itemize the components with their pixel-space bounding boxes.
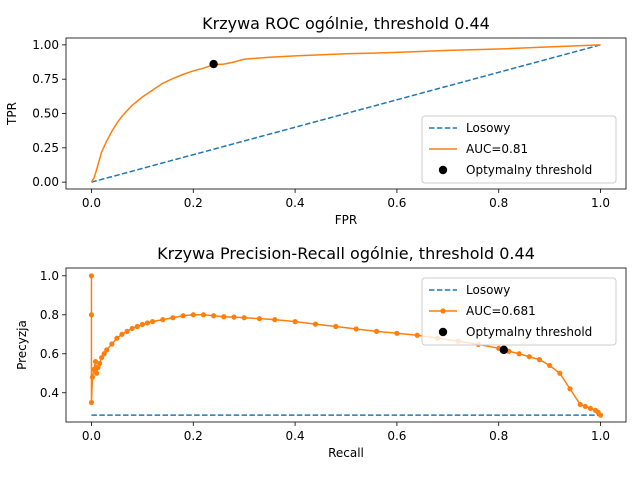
chart1-series-1-point-25	[200, 312, 207, 318]
chart1-series-1-point-21	[160, 317, 166, 323]
chart1-series-1-point-17	[134, 323, 140, 330]
chart1-series-1-point-46	[536, 357, 543, 363]
chart0-x-tick-label-5: 1.0	[591, 196, 610, 210]
chart0-title: Krzywa ROC ogólnie, threshold 0.44	[202, 14, 490, 33]
chart1-series-1-point-50	[577, 401, 583, 408]
chart1-series-1-point-31	[272, 317, 278, 323]
chart1-series-1-point-24	[190, 312, 196, 318]
chart0-x-tick-label-0: 0.0	[82, 196, 101, 210]
chart1-x-tick-label-2: 0.4	[286, 429, 305, 443]
chart0-x-tick-label-3: 0.6	[387, 196, 406, 210]
chart1-series-1-point-15	[124, 328, 130, 334]
chart0-legend-box	[421, 115, 617, 184]
chart1-series-1-point-20	[149, 319, 156, 325]
chart1-series-1-point-6	[93, 370, 100, 376]
chart1-legend-label-0: Losowy	[466, 283, 510, 297]
chart1-y-tick-label-1: 0.6	[40, 347, 59, 361]
chart1-series-1-point-44	[516, 351, 522, 357]
chart1-series-1-point-45	[526, 354, 532, 360]
chart1-series-1-point-9	[99, 355, 105, 361]
chart0-y-axis-label: TPR	[5, 102, 19, 126]
chart1-series-1-point-27	[221, 314, 227, 320]
chart1-series-1-point-28	[231, 314, 237, 320]
chart1-y-tick-label-2: 0.8	[40, 308, 59, 322]
chart1-series-1-point-23	[180, 313, 186, 319]
chart1-x-tick-label-0: 0.0	[82, 429, 101, 443]
chart1-series-1-point-55	[597, 412, 604, 418]
chart1-series-1-point-26	[211, 313, 217, 319]
chart1-series-1-point-13	[114, 335, 120, 341]
chart0-legend-label-threshold: Optymalny threshold	[466, 163, 592, 177]
chart1-legend-threshold-marker	[438, 327, 448, 337]
chart0-series-1-line	[90, 44, 601, 183]
chart1-series-1-point-33	[312, 321, 319, 327]
chart1-series-1-point-18	[139, 321, 145, 328]
chart1-series-1-point-32	[292, 319, 298, 325]
chart1-series-1-point-8	[97, 360, 103, 367]
chart0-x-tick-label-4: 0.8	[489, 196, 508, 210]
chart1-legend-box	[421, 277, 617, 346]
chart1-legend-marker-1	[440, 308, 446, 314]
chart0-optimal-threshold-marker	[209, 59, 218, 69]
chart1-series-1-point-16	[129, 325, 135, 332]
chart1-series-1-point-14	[119, 331, 125, 337]
chart1-legend-label-1: AUC=0.681	[466, 304, 536, 318]
chart1-x-axis-label: Recall	[328, 446, 364, 460]
chart1-series-1-point-35	[353, 326, 359, 332]
chart1-y-axis-label: Precyzja	[15, 320, 29, 370]
chart1-series-1-point-3	[89, 374, 96, 380]
chart1-series-1-point-4	[91, 366, 97, 372]
chart1-series-1-point-12	[109, 341, 115, 347]
chart1-series-1-point-19	[144, 320, 151, 326]
chart1-series-1-point-11	[104, 347, 110, 353]
chart1-series-1-point-0	[88, 273, 95, 279]
chart1-series-1-point-48	[557, 370, 563, 376]
chart1-x-tick-label-4: 0.8	[489, 429, 508, 443]
chart1-series-1-point-36	[373, 328, 380, 334]
chart1-series-1-point-34	[333, 323, 339, 330]
chart1-x-tick-label-1: 0.2	[184, 429, 203, 443]
chart0-legend-label-0: Losowy	[466, 121, 510, 135]
chart0-x-tick-label-2: 0.4	[286, 196, 305, 210]
chart1-series-1-point-37	[394, 330, 400, 336]
chart1-title: Krzywa Precision-Recall ogólnie, thresho…	[157, 244, 535, 263]
chart0-y-tick-label-2: 0.50	[32, 107, 59, 121]
chart0-y-tick-label-0: 0.00	[32, 175, 59, 189]
chart1-x-tick-label-3: 0.6	[387, 429, 406, 443]
chart0-y-tick-label-3: 0.75	[32, 72, 59, 86]
chart1-series-1-point-22	[170, 315, 176, 321]
chart0-y-tick-label-1: 0.25	[32, 141, 59, 155]
chart0-y-tick-label-4: 1.00	[32, 38, 59, 52]
chart1-series-1-point-2	[88, 399, 95, 406]
chart1-optimal-threshold-marker	[499, 345, 509, 355]
chart1-series-1-point-47	[547, 362, 553, 369]
chart1-y-tick-label-0: 0.4	[40, 386, 59, 400]
chart0-legend-threshold-marker	[438, 165, 448, 175]
chart1-series-1-point-49	[567, 386, 573, 392]
chart1-axes-frame	[65, 267, 627, 423]
chart1-series-1-point-1	[88, 312, 95, 318]
chart0-x-axis-label: FPR	[335, 213, 357, 227]
chart0-legend-label-1: AUC=0.81	[466, 142, 528, 156]
chart1-series-1-point-51	[582, 403, 588, 410]
chart1-legend-label-threshold: Optymalny threshold	[466, 325, 592, 339]
chart1-series-1-point-30	[256, 316, 263, 322]
chart1-series-1-point-52	[587, 405, 593, 411]
chart1-series-1-point-5	[92, 358, 99, 365]
chart1-series-1-point-10	[101, 351, 107, 357]
chart1-series-1-point-29	[241, 315, 247, 321]
chart0-series-0-line	[91, 44, 601, 183]
chart0-x-tick-label-1: 0.2	[184, 196, 203, 210]
chart1-series-1-point-7	[95, 364, 101, 371]
chart1-x-tick-label-5: 1.0	[591, 429, 610, 443]
chart1-y-tick-label-3: 1.0	[40, 269, 59, 283]
chart1-series-1-point-38	[414, 332, 420, 338]
